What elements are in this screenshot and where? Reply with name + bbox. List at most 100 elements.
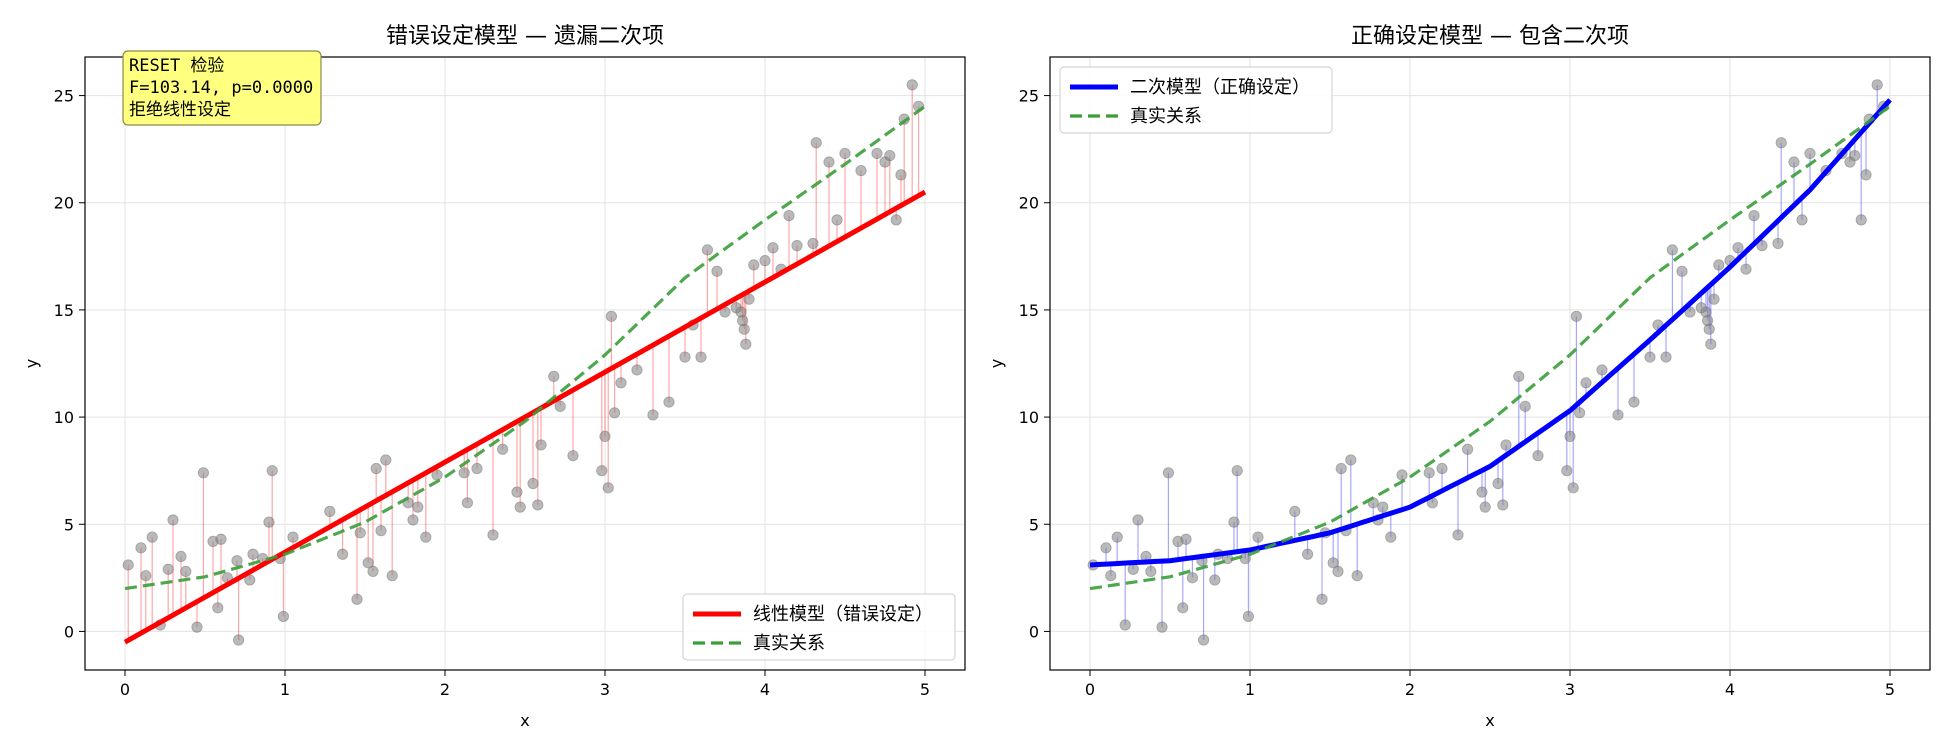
right-data-point — [1666, 244, 1679, 256]
left-data-point — [548, 370, 560, 382]
left-data-point — [146, 531, 158, 543]
right-data-point — [1177, 602, 1189, 614]
left-data-point — [180, 565, 192, 578]
left-reset-test-box — [122, 50, 322, 126]
right-data-point — [1327, 557, 1339, 569]
left-data-point — [461, 497, 473, 509]
right-data-point — [1855, 214, 1867, 226]
right-y-tick-label: 25 — [1019, 87, 1039, 106]
left-data-point — [386, 570, 398, 582]
left-data-point — [527, 477, 539, 490]
right-data-point — [1423, 467, 1435, 479]
left-data-point — [407, 514, 419, 526]
left-data-point — [354, 527, 366, 539]
right-data-point — [1519, 400, 1531, 412]
right-data-point — [1732, 242, 1744, 254]
left-data-point — [647, 409, 659, 421]
right-legend-label: 二次模型（正确设定） — [1130, 77, 1310, 98]
left-data-point — [191, 621, 203, 633]
left-fitted-model-line — [123, 189, 927, 645]
left-data-point — [605, 310, 618, 322]
left-data-point — [212, 602, 224, 614]
right-data-point — [1462, 443, 1474, 455]
right-data-point — [1532, 450, 1544, 462]
right-data-point — [1628, 396, 1640, 408]
left-data-point — [175, 550, 187, 563]
left-data-point — [514, 501, 526, 513]
right-data-point — [1676, 265, 1688, 277]
left-data-point — [554, 400, 566, 412]
left-data-point — [807, 237, 819, 250]
left-data-point — [906, 79, 918, 91]
right-true-relation-line — [1089, 105, 1891, 591]
right-x-tick-label: 5 — [1885, 680, 1895, 699]
right-data-point — [1242, 610, 1255, 623]
left-data-point — [167, 514, 179, 526]
left-data-point — [532, 499, 544, 511]
right-data-point — [1574, 407, 1586, 419]
right-y-tick-label: 0 — [1029, 622, 1039, 641]
left-data-point — [263, 516, 275, 528]
left-data-point — [420, 531, 432, 543]
right-data-point — [1644, 351, 1656, 363]
left-data-point — [247, 548, 259, 560]
left-data-point — [855, 164, 867, 177]
left-data-point — [740, 338, 752, 350]
right-data-point — [1377, 501, 1389, 513]
left-data-point — [162, 563, 174, 575]
left-data-point — [810, 137, 822, 149]
right-data-point — [1871, 79, 1883, 91]
left-axes-frame — [84, 56, 966, 671]
left-data-point — [608, 407, 621, 419]
left-panel: 错误设定模型 — 遗漏二次项 x y 0 1 2 3 4 5 0 5 10 15 20 25 线性模型（… — [22, 24, 966, 730]
right-data-point — [1252, 531, 1264, 543]
right-data-point — [1660, 351, 1672, 363]
right-data-point — [1596, 364, 1608, 376]
left-data-point — [336, 548, 349, 560]
left-data-point — [277, 610, 289, 623]
left-data-point — [324, 505, 336, 517]
left-data-point — [748, 259, 760, 271]
right-data-point — [1111, 531, 1123, 543]
right-data-point — [1198, 634, 1210, 646]
right-data-point — [1476, 486, 1488, 498]
right-data-point — [1567, 482, 1579, 494]
right-data-point — [1775, 137, 1787, 149]
right-data-point — [1180, 533, 1192, 545]
left-data-point — [511, 486, 523, 498]
right-data-point — [1162, 467, 1175, 479]
left-x-tick-label: 3 — [600, 680, 610, 699]
right-y-tick-label: 10 — [1019, 408, 1039, 427]
right-data-point — [1302, 548, 1314, 560]
left-data-point — [738, 323, 750, 335]
right-x-tick-label: 4 — [1725, 680, 1735, 699]
left-data-point — [233, 634, 245, 646]
left-data-point — [767, 242, 779, 254]
right-x-tick-label: 1 — [1245, 680, 1255, 699]
left-data-point — [631, 364, 643, 376]
left-data-point — [743, 293, 755, 305]
right-data-point — [1145, 565, 1157, 578]
left-data-point — [197, 467, 209, 479]
right-panel: 正确设定模型 — 包含二次项 x y 0 1 2 3 4 5 0 5 10 15 20 25 二次模型（… — [987, 24, 1931, 730]
right-legend-label: 真实关系 — [1130, 106, 1202, 127]
left-y-tick-label: 0 — [64, 622, 74, 641]
right-data-point — [1105, 570, 1117, 582]
right-data-point — [1788, 156, 1800, 168]
right-data-point — [1351, 570, 1363, 582]
left-data-point — [370, 462, 382, 475]
right-data-point — [1228, 516, 1240, 528]
right-data-point — [1385, 531, 1397, 543]
right-data-point — [1345, 454, 1357, 466]
left-data-point — [362, 557, 374, 569]
left-data-point — [831, 214, 843, 226]
right-data-point — [1804, 147, 1816, 160]
left-x-tick-label: 4 — [760, 680, 770, 699]
right-data-point — [1127, 563, 1139, 575]
right-data-point — [1500, 439, 1512, 451]
right-data-point — [1772, 237, 1784, 250]
left-data-point — [140, 570, 152, 582]
right-y-axis-label: y — [987, 359, 1006, 368]
left-data-point — [535, 439, 547, 451]
right-y-tick-label: 5 — [1029, 515, 1039, 534]
